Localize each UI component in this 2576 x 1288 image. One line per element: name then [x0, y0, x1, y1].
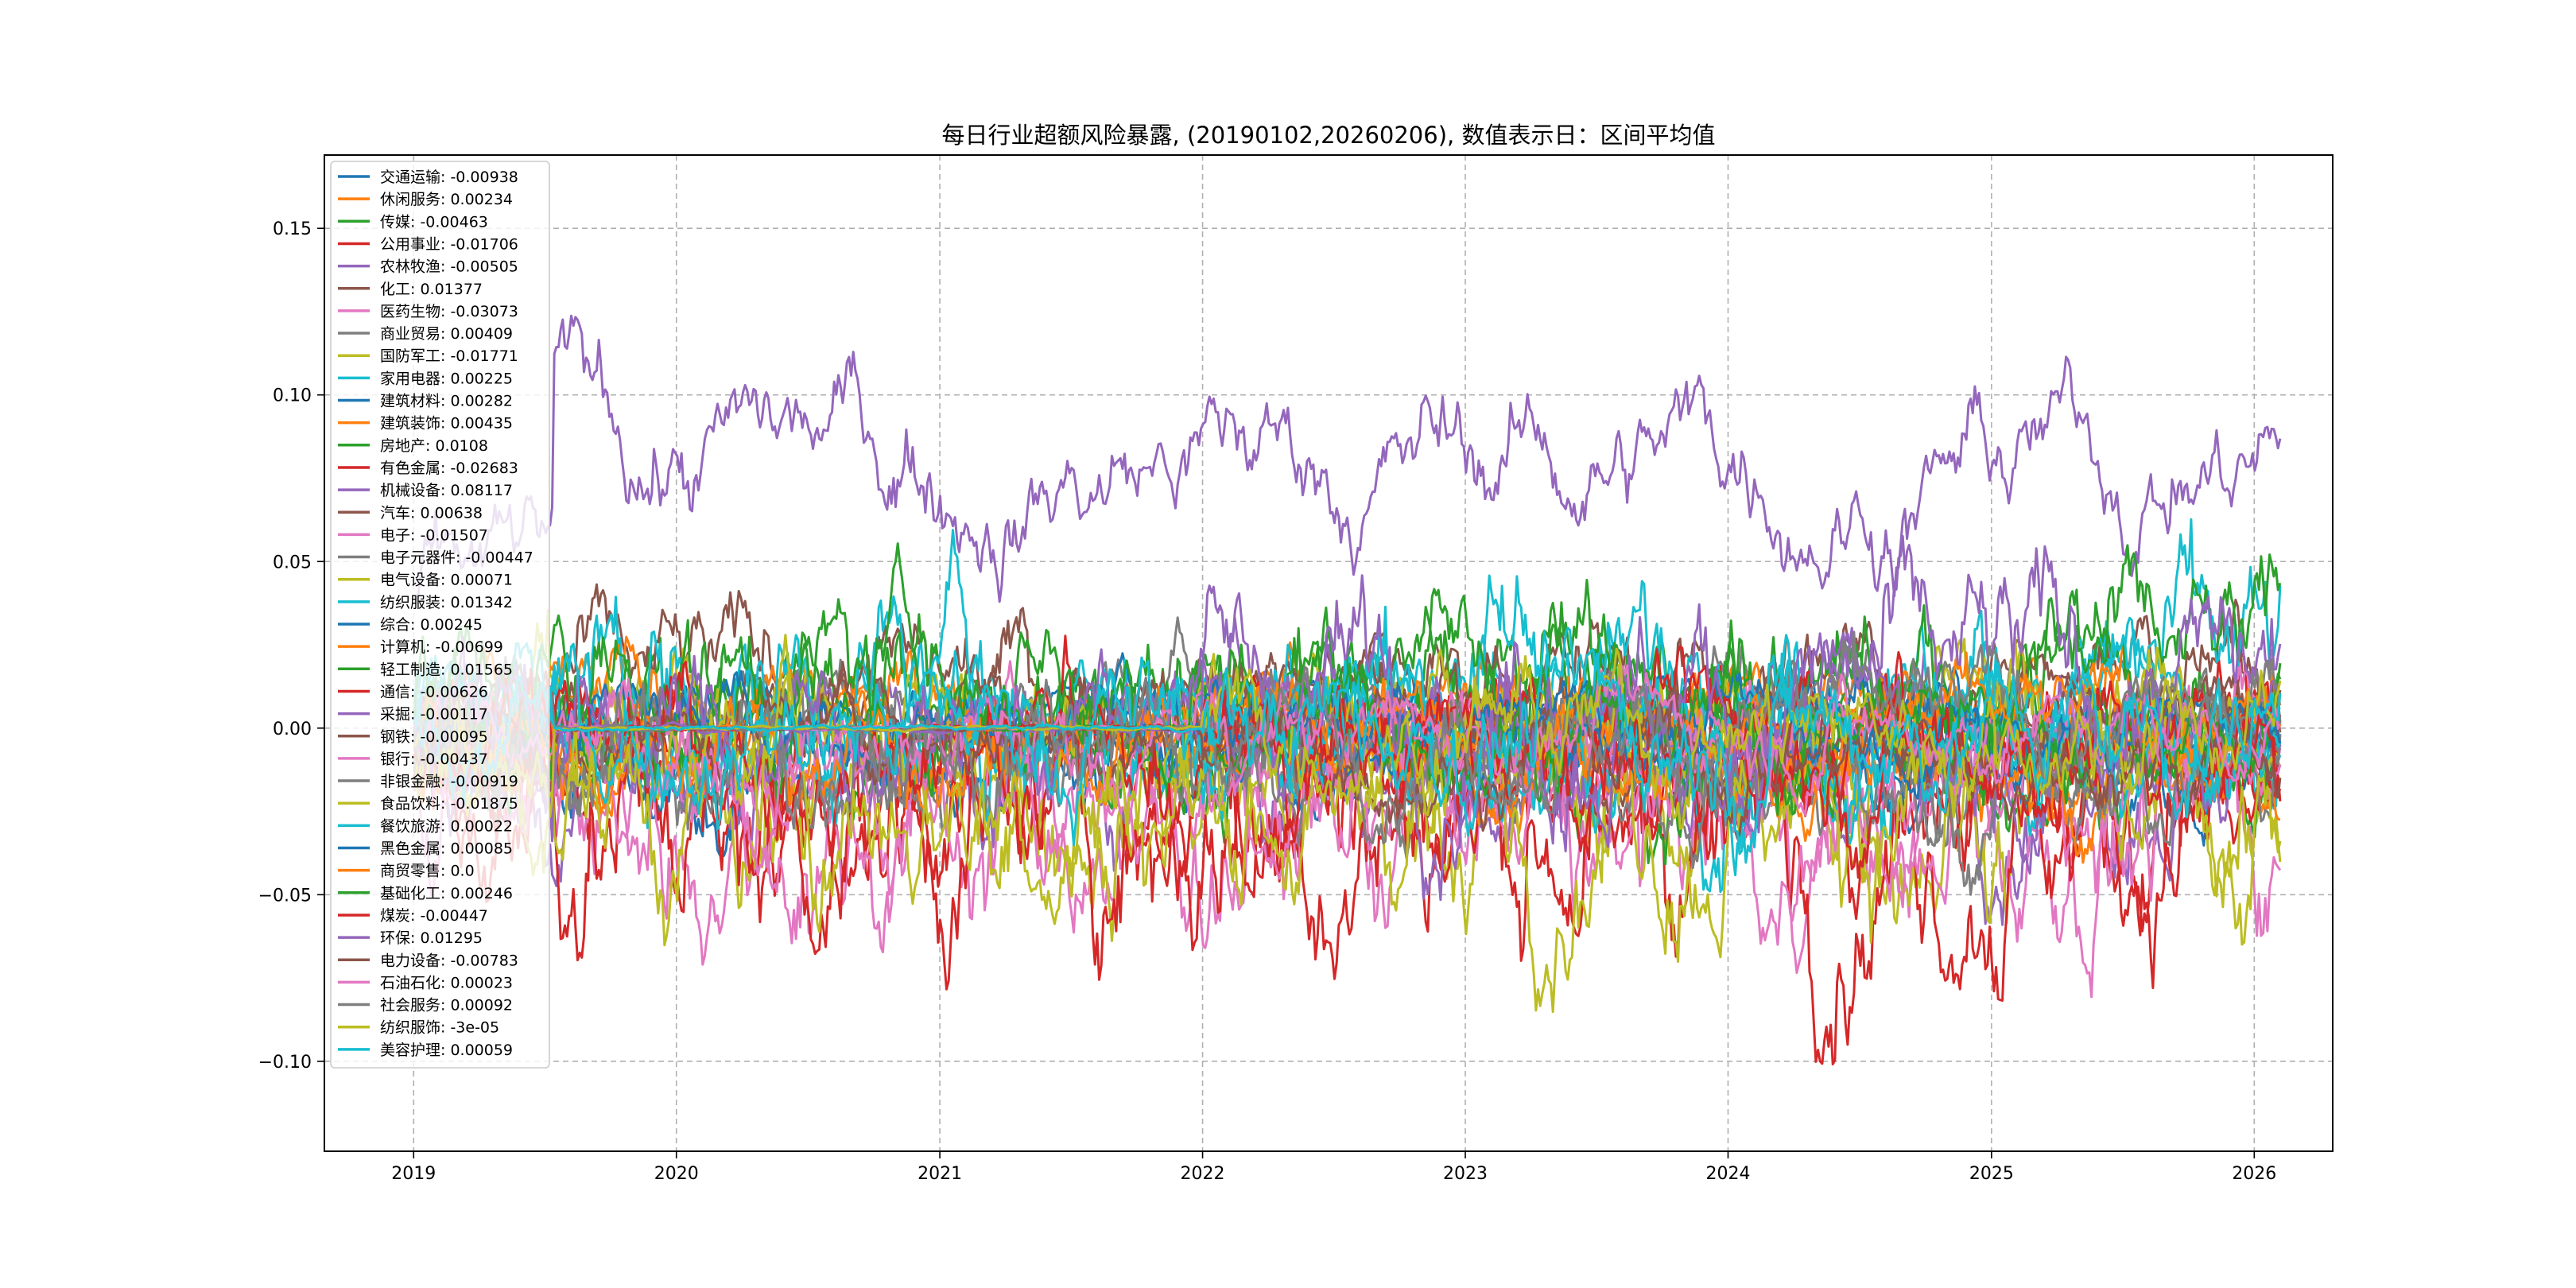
legend-entry: 电气设备: 0.00071 — [380, 572, 513, 589]
x-tick-label: 2024 — [1705, 1164, 1750, 1184]
legend-entry: 商贸零售: 0.0 — [380, 863, 475, 880]
legend-entry: 商业贸易: 0.00409 — [380, 325, 513, 343]
legend-entry: 化工: 0.01377 — [380, 281, 483, 298]
legend-entry: 石油石化: 0.00023 — [380, 974, 513, 991]
legend-entry: 采掘: -0.00117 — [380, 706, 488, 724]
series-line — [413, 647, 2282, 830]
series-line — [413, 314, 2282, 605]
legend-entry: 国防军工: -0.01771 — [380, 347, 518, 365]
legend-entry: 医药生物: -0.03073 — [380, 303, 518, 320]
x-tick-label: 2020 — [654, 1164, 699, 1184]
legend-entry: 钢铁: -0.00095 — [380, 728, 488, 746]
legend-entry: 综合: 0.00245 — [380, 616, 483, 634]
x-tick-label: 2019 — [391, 1164, 436, 1184]
x-tick-label: 2022 — [1181, 1164, 1225, 1184]
legend-entry: 非银金融: -0.00919 — [380, 773, 518, 790]
axis-ticks: 2019 2020 2021 2022 2023 2024 2025 2026 −0.10 −0.… — [258, 219, 2277, 1184]
legend-entry: 轻工制造: 0.01565 — [380, 661, 513, 678]
legend-entry: 有色金属: -0.02683 — [380, 460, 518, 477]
legend-entry: 传媒: -0.00463 — [380, 213, 488, 231]
series-line — [413, 588, 2282, 839]
legend-entry: 纺织服装: 0.01342 — [380, 594, 513, 611]
legend-entry: 农林牧渔: -0.00505 — [380, 258, 518, 276]
legend-entry: 社会服务: 0.00092 — [380, 997, 513, 1014]
y-tick-label: 0.00 — [273, 720, 312, 739]
legend-entry: 环保: 0.01295 — [380, 929, 483, 947]
y-tick-label: 0.15 — [273, 219, 312, 239]
x-tick-label: 2021 — [918, 1164, 962, 1184]
y-tick-label: −0.05 — [258, 886, 312, 906]
legend-entry: 煤炭: -0.00447 — [380, 907, 488, 925]
plot-frame — [324, 154, 2334, 1152]
legend-entry: 餐饮旅游: 0.00022 — [380, 817, 513, 835]
legend-entry: 建筑材料: 0.00282 — [380, 393, 513, 410]
x-tick-label: 2026 — [2232, 1164, 2276, 1184]
series-lines — [413, 314, 2282, 1065]
legend-entry: 休闲服务: 0.00234 — [380, 191, 513, 208]
legend-entry: 房地产: 0.0108 — [380, 437, 488, 455]
y-tick-label: 0.05 — [273, 553, 312, 572]
legend-entry: 机械设备: 0.08117 — [380, 482, 513, 499]
legend-entry: 银行: -0.00437 — [380, 751, 488, 768]
legend-entry: 通信: -0.00626 — [380, 683, 488, 700]
legend-entry: 汽车: 0.00638 — [380, 504, 483, 522]
legend-entry: 建筑装饰: 0.00435 — [380, 415, 513, 433]
series-line — [413, 627, 2282, 864]
chart-title: 每日行业超额风险暴露, (20190102,20260206), 数值表示日：区… — [942, 122, 1716, 149]
legend-entry: 计算机: -0.00699 — [380, 638, 503, 656]
legend-entry: 家用电器: 0.00225 — [380, 370, 513, 387]
legend-entry: 公用事业: -0.01706 — [380, 235, 518, 253]
legend-entry: 基础化工: 0.00246 — [380, 885, 513, 902]
legend-entry: 美容护理: 0.00059 — [380, 1042, 513, 1059]
legend-entry: 电子元器件: -0.00447 — [380, 549, 533, 567]
legend-entry: 黑色金属: 0.00085 — [380, 840, 513, 858]
legend-entry: 纺织服饰: -3e-05 — [380, 1019, 499, 1037]
y-tick-label: −0.10 — [258, 1053, 312, 1073]
x-tick-label: 2023 — [1443, 1164, 1488, 1184]
legend-entry: 电子: -0.01507 — [380, 526, 488, 544]
legend: 交通运输: -0.00938 休闲服务: 0.00234 传媒: -0.00463 公… — [330, 161, 550, 1069]
y-tick-label: 0.10 — [273, 386, 312, 406]
legend-entry: 食品饮料: -0.01875 — [380, 795, 518, 813]
legend-entry: 电力设备: -0.00783 — [380, 952, 518, 969]
legend-box — [330, 161, 550, 1069]
legend-entry: 交通运输: -0.00938 — [380, 169, 518, 186]
x-tick-label: 2025 — [1969, 1164, 2014, 1184]
